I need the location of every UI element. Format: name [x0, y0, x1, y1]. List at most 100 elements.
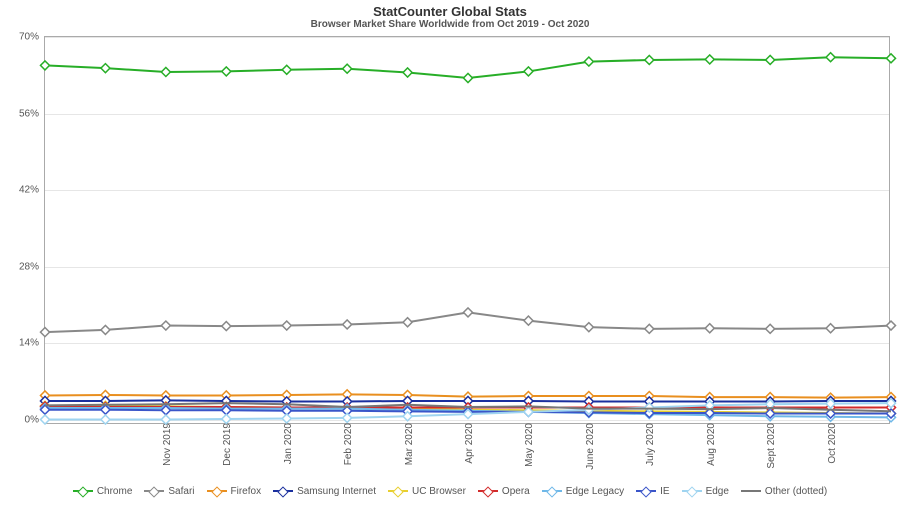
- series-marker: [101, 405, 110, 414]
- x-tick-label: Jan 2020: [283, 423, 294, 464]
- series-marker: [403, 407, 412, 416]
- series-marker: [826, 399, 835, 408]
- series-marker: [463, 73, 472, 82]
- x-tick-label: July 2020: [645, 423, 656, 466]
- x-tick-label: Feb 2020: [343, 423, 354, 465]
- series-marker: [222, 396, 231, 405]
- legend-swatch: [388, 490, 408, 492]
- legend-swatch: [682, 490, 702, 492]
- series-line: [45, 394, 891, 397]
- series-marker: [826, 53, 835, 62]
- series-marker: [826, 396, 835, 405]
- x-tick-label: June 2020: [585, 423, 596, 470]
- x-tick-label: Sept 2020: [766, 423, 777, 469]
- legend-marker-icon: [277, 486, 288, 497]
- title-block: StatCounter Global Stats Browser Market …: [0, 4, 900, 30]
- series-marker: [705, 393, 714, 402]
- series-marker: [584, 405, 593, 414]
- y-tick-label: 0%: [25, 414, 39, 425]
- series-marker: [886, 393, 895, 402]
- series-marker: [463, 308, 472, 317]
- series-marker: [40, 402, 49, 411]
- series-marker: [524, 67, 533, 76]
- series-marker: [524, 316, 533, 325]
- series-marker: [282, 390, 291, 399]
- series-marker: [826, 324, 835, 333]
- series-marker: [524, 392, 533, 401]
- series-marker: [463, 405, 472, 414]
- series-marker: [584, 323, 593, 332]
- series-marker: [705, 407, 714, 416]
- series-marker: [161, 396, 170, 405]
- series-marker: [705, 408, 714, 417]
- x-tick-label: Dec 2019: [222, 423, 233, 466]
- legend-swatch: [741, 490, 761, 492]
- series-marker: [40, 328, 49, 337]
- series-marker: [101, 396, 110, 405]
- series-marker: [645, 403, 654, 412]
- series-marker: [705, 403, 714, 412]
- series-marker: [222, 67, 231, 76]
- series-line: [45, 406, 891, 414]
- series-marker: [886, 409, 895, 418]
- series-marker: [101, 402, 110, 411]
- series-marker: [282, 403, 291, 412]
- series-marker: [403, 404, 412, 413]
- series-marker: [826, 409, 835, 418]
- series-marker: [40, 396, 49, 405]
- legend-label: Samsung Internet: [297, 486, 376, 497]
- x-tick-label: Apr 2020: [464, 423, 475, 464]
- series-marker: [766, 400, 775, 409]
- y-tick-label: 14%: [19, 338, 39, 349]
- series-marker: [886, 409, 895, 418]
- series-marker: [766, 408, 775, 417]
- series-marker: [161, 321, 170, 330]
- legend-marker-icon: [640, 486, 651, 497]
- series-marker: [40, 61, 49, 70]
- series-marker: [343, 320, 352, 329]
- series-marker: [524, 407, 533, 416]
- series-marker: [343, 404, 352, 413]
- x-tick-label: Mar 2020: [404, 423, 415, 465]
- series-marker: [40, 401, 49, 410]
- series-marker: [886, 399, 895, 408]
- series-marker: [584, 392, 593, 401]
- series-marker: [584, 406, 593, 415]
- legend-swatch: [478, 490, 498, 492]
- series-marker: [886, 403, 895, 412]
- legend: ChromeSafariFirefoxSamsung InternetUC Br…: [0, 484, 900, 497]
- series-marker: [161, 402, 170, 411]
- series-marker: [403, 68, 412, 77]
- series-line: [45, 312, 891, 332]
- legend-swatch: [144, 490, 164, 492]
- series-marker: [282, 65, 291, 74]
- legend-label: Safari: [168, 486, 194, 497]
- gridline: [45, 343, 889, 344]
- series-marker: [463, 396, 472, 405]
- legend-swatch: [636, 490, 656, 492]
- series-marker: [766, 55, 775, 64]
- legend-label: Edge Legacy: [566, 486, 624, 497]
- series-marker: [524, 403, 533, 412]
- gridline: [45, 37, 889, 38]
- series-marker: [101, 325, 110, 334]
- series-marker: [403, 396, 412, 405]
- legend-label: UC Browser: [412, 486, 466, 497]
- legend-swatch: [73, 490, 93, 492]
- legend-item: Chrome: [73, 486, 133, 497]
- y-tick-label: 42%: [19, 185, 39, 196]
- series-marker: [766, 393, 775, 402]
- series-marker: [161, 402, 170, 411]
- series-marker: [343, 413, 352, 422]
- series-line: [45, 403, 891, 411]
- series-marker: [101, 404, 110, 413]
- series-marker: [222, 391, 231, 400]
- series-line: [45, 410, 891, 414]
- legend-item: UC Browser: [388, 486, 466, 497]
- legend-marker-icon: [211, 486, 222, 497]
- legend-item: Edge Legacy: [542, 486, 624, 497]
- series-marker: [403, 390, 412, 399]
- series-marker: [161, 67, 170, 76]
- legend-item: Samsung Internet: [273, 486, 376, 497]
- legend-marker-icon: [546, 486, 557, 497]
